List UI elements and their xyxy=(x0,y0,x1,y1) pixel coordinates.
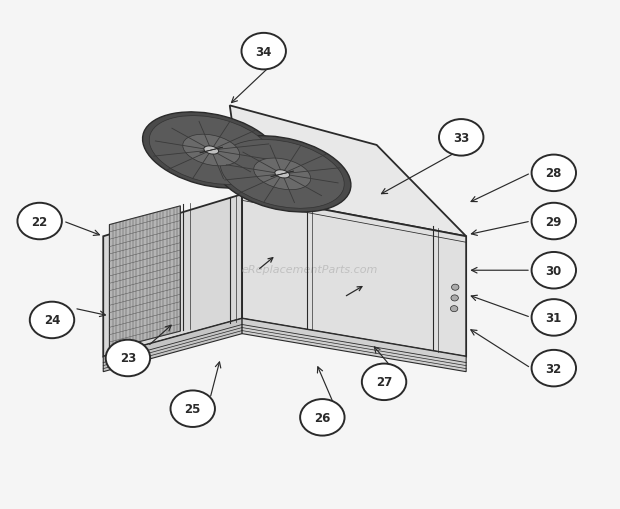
Text: 24: 24 xyxy=(44,314,60,327)
Circle shape xyxy=(362,364,406,400)
Ellipse shape xyxy=(254,159,311,190)
Circle shape xyxy=(105,340,150,377)
Polygon shape xyxy=(230,106,466,237)
Circle shape xyxy=(531,252,576,289)
Circle shape xyxy=(439,120,484,156)
Text: 34: 34 xyxy=(255,45,272,59)
Ellipse shape xyxy=(204,147,219,155)
Circle shape xyxy=(531,155,576,192)
Circle shape xyxy=(17,204,62,240)
Circle shape xyxy=(531,300,576,336)
Ellipse shape xyxy=(149,117,273,185)
Circle shape xyxy=(241,34,286,70)
Text: 23: 23 xyxy=(120,352,136,365)
Circle shape xyxy=(451,295,458,301)
Circle shape xyxy=(300,399,345,436)
Polygon shape xyxy=(104,319,242,372)
Ellipse shape xyxy=(220,140,344,209)
Polygon shape xyxy=(242,195,466,357)
Text: 22: 22 xyxy=(32,215,48,228)
Circle shape xyxy=(450,306,458,312)
Text: 25: 25 xyxy=(185,403,201,415)
Text: 31: 31 xyxy=(546,312,562,324)
Polygon shape xyxy=(109,207,180,350)
Text: 33: 33 xyxy=(453,132,469,145)
Circle shape xyxy=(451,285,459,291)
Circle shape xyxy=(531,204,576,240)
Text: 29: 29 xyxy=(546,215,562,228)
Ellipse shape xyxy=(183,135,240,166)
Polygon shape xyxy=(242,319,466,372)
Circle shape xyxy=(531,350,576,387)
Ellipse shape xyxy=(143,112,280,189)
Text: 32: 32 xyxy=(546,362,562,375)
Circle shape xyxy=(170,391,215,427)
Text: 28: 28 xyxy=(546,167,562,180)
Text: eReplacementParts.com: eReplacementParts.com xyxy=(242,265,378,275)
Text: 27: 27 xyxy=(376,376,392,388)
Polygon shape xyxy=(104,195,242,357)
Ellipse shape xyxy=(275,171,290,179)
Ellipse shape xyxy=(213,136,351,213)
Circle shape xyxy=(30,302,74,338)
Text: 26: 26 xyxy=(314,411,330,424)
Text: 30: 30 xyxy=(546,264,562,277)
